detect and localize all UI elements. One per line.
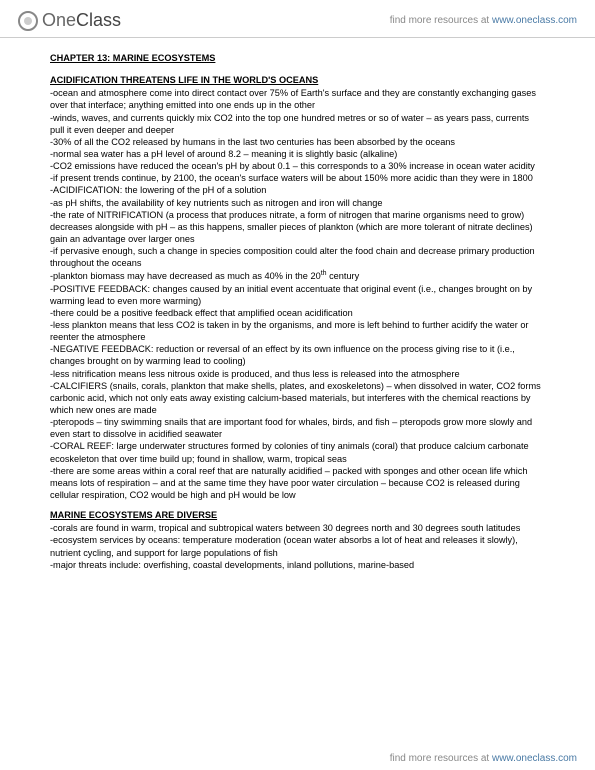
logo-text-one: One	[42, 10, 76, 31]
page-footer: find more resources at www.oneclass.com	[390, 753, 577, 764]
bullet-line: -the rate of NITRIFICATION (a process th…	[50, 209, 545, 245]
bullet-line: -pteropods – tiny swimming snails that a…	[50, 416, 545, 440]
bullet-line: -30% of all the CO2 released by humans i…	[50, 136, 545, 148]
footer-link[interactable]: www.oneclass.com	[492, 753, 577, 764]
footer-prefix: find more resources at	[390, 753, 492, 764]
bullet-line: -CO2 emissions have reduced the ocean's …	[50, 160, 545, 172]
page-header: OneClass find more resources at www.onec…	[0, 0, 595, 38]
bullet-line: -as pH shifts, the availability of key n…	[50, 197, 545, 209]
bullet-line: -less nitrification means less nitrous o…	[50, 368, 545, 380]
logo-icon	[18, 11, 38, 31]
bullet-line: -less plankton means that less CO2 is ta…	[50, 319, 545, 343]
bullet-line: -winds, waves, and currents quickly mix …	[50, 112, 545, 136]
bullet-line: -CORAL REEF: large underwater structures…	[50, 440, 545, 464]
bullet-line: -normal sea water has a pH level of arou…	[50, 148, 545, 160]
tagline-prefix: find more resources at	[390, 15, 492, 26]
bullet-line: -ecosystem services by oceans: temperatu…	[50, 534, 545, 558]
bullet-line: -POSITIVE FEEDBACK: changes caused by an…	[50, 283, 545, 307]
section-1-title: ACIDIFICATION THREATENS LIFE IN THE WORL…	[50, 74, 545, 86]
chapter-title: CHAPTER 13: MARINE ECOSYSTEMS	[50, 52, 545, 64]
logo-text-class: Class	[76, 10, 121, 31]
bullet-line: -if present trends continue, by 2100, th…	[50, 172, 545, 184]
bullet-line: -CALCIFIERS (snails, corals, plankton th…	[50, 380, 545, 416]
logo: OneClass	[18, 10, 121, 31]
bullet-line: -if pervasive enough, such a change in s…	[50, 245, 545, 269]
section-2-title: MARINE ECOSYSTEMS ARE DIVERSE	[50, 509, 545, 521]
tagline-link[interactable]: www.oneclass.com	[492, 15, 577, 26]
bullet-line: -major threats include: overfishing, coa…	[50, 559, 545, 571]
bullet-line: -there are some areas within a coral ree…	[50, 465, 545, 501]
document-content: CHAPTER 13: MARINE ECOSYSTEMS ACIDIFICAT…	[0, 38, 595, 571]
bullet-line: -corals are found in warm, tropical and …	[50, 522, 545, 534]
section-2-bullets: -corals are found in warm, tropical and …	[50, 522, 545, 571]
bullet-line: -ACIDIFICATION: the lowering of the pH o…	[50, 184, 545, 196]
bullet-line: -ocean and atmosphere come into direct c…	[50, 87, 545, 111]
bullet-line: -there could be a positive feedback effe…	[50, 307, 545, 319]
bullet-line: -NEGATIVE FEEDBACK: reduction or reversa…	[50, 343, 545, 367]
section-1-bullets: -ocean and atmosphere come into direct c…	[50, 87, 545, 501]
header-tagline: find more resources at www.oneclass.com	[390, 15, 577, 26]
bullet-line: -plankton biomass may have decreased as …	[50, 269, 545, 282]
